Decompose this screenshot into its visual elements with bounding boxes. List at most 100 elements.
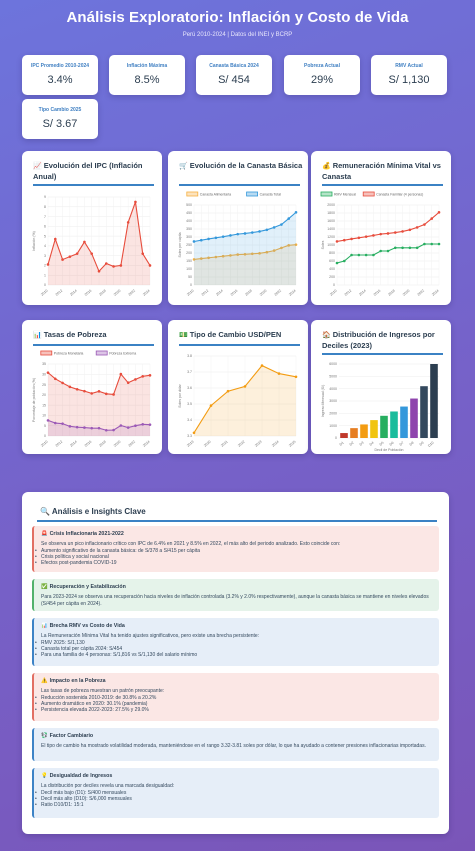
insight-title: 💱 Factor Cambiario (41, 733, 94, 739)
legend-swatch (40, 350, 53, 356)
data-point (229, 254, 232, 257)
x-tick-label: 2024 (142, 440, 151, 448)
insight-item: Aumento significativo de la canasta bási… (35, 548, 439, 555)
x-tick-label: 2012 (201, 289, 210, 297)
data-point (294, 243, 298, 246)
data-point (61, 381, 64, 385)
legend-label: Pobreza Monetaria (54, 352, 84, 356)
kpi-card-pobreza: Pobreza Actual 29% (284, 55, 360, 95)
kpi-card-inflacion: Inflación Máxima 8.5% (109, 55, 185, 95)
data-point (277, 372, 281, 375)
data-point (265, 250, 269, 254)
check-icon: ✅ (41, 584, 48, 590)
data-point (104, 428, 108, 432)
x-tick-label: 2014 (69, 440, 78, 448)
x-tick-label: 2020 (113, 440, 122, 448)
data-point (393, 246, 397, 250)
x-tick-label: 2018 (244, 289, 253, 297)
title-divider (322, 184, 443, 186)
insight-item: Ratio D10/D1: 15:1 (35, 802, 439, 809)
x-tick-label: D8 (409, 441, 415, 447)
y-tick-label: 8 (44, 205, 46, 209)
ipc-chart: 0 1 2 3 4 5 6 7 8 9 2010 2012 2014 2016 2018 2020 2022 20… (32, 195, 152, 297)
legend-label: Pobreza Extrema (109, 352, 136, 356)
insight-title: 💡 Desigualdad de Ingresos (41, 773, 113, 779)
data-point (221, 235, 225, 238)
legend-label: RMV Mensual (334, 193, 356, 197)
x-tick-label: 2010 (329, 289, 338, 297)
x-tick-label: D4 (369, 441, 375, 447)
data-point (401, 230, 404, 233)
y-axis-label: Ingreso Mensual (S/) (321, 385, 325, 418)
insight-item: RMV 2025: S/1,130 (35, 640, 439, 647)
y-axis-label: Soles por dólar (178, 383, 182, 407)
kpi-value: S/ 454 (218, 74, 250, 86)
data-point (104, 392, 108, 396)
data-point (408, 228, 412, 232)
y-tick-label: 9 (44, 195, 46, 199)
kpi-value: S/ 3.67 (42, 118, 78, 130)
data-point (415, 226, 419, 229)
y-tick-label: 200 (186, 251, 192, 255)
x-tick-label: 2024 (271, 440, 280, 448)
data-point (97, 390, 101, 393)
data-point (141, 375, 145, 378)
chart-card-rmv: 💰 Remuneración Mínima Vital vs Canasta RM… (311, 151, 451, 305)
kpi-label: Canasta Básica 2024 (209, 63, 259, 69)
y-tick-label: 500 (186, 203, 192, 207)
data-point (357, 236, 361, 240)
x-tick-label: 2018 (98, 440, 107, 448)
y-tick-label: 400 (329, 267, 335, 271)
insight-text: Se observa un pico inflacionario crítico… (41, 541, 341, 547)
data-point (214, 236, 218, 240)
y-tick-label: 5 (44, 424, 46, 428)
y-tick-label: 450 (186, 211, 192, 215)
bar (360, 424, 368, 438)
y-axis-label: Porcentaje de población (%) (32, 378, 36, 422)
y-tick-label: 25 (42, 383, 46, 387)
insight-item: Crisis política y social nacional (35, 554, 439, 561)
insight-desigualdad: 💡 Desigualdad de Ingresos La distribución… (32, 768, 439, 818)
insight-item: Decil más alto (D10): S/6,000 mensuales (35, 796, 439, 803)
x-tick-label: 2020 (203, 440, 212, 448)
y-tick-label: 10 (42, 414, 46, 418)
series-area (194, 365, 296, 436)
data-point (386, 249, 390, 253)
data-point (272, 249, 276, 252)
data-point (112, 428, 115, 432)
title-divider (179, 184, 300, 186)
y-tick-label: 150 (186, 259, 192, 263)
x-tick-label: 2022 (128, 440, 137, 448)
x-tick-label: D10 (427, 441, 435, 448)
data-point (287, 217, 291, 220)
legend-swatch (362, 191, 375, 197)
kpi-value: 29% (310, 74, 334, 86)
insights-title: 🔍 Análisis e Insights Clave (40, 507, 146, 516)
data-point (430, 217, 434, 220)
data-point (192, 431, 196, 435)
x-tick-label: 2012 (55, 289, 64, 297)
data-point (83, 240, 86, 244)
y-tick-label: 200 (329, 275, 335, 279)
legend-label: Canasta Alimentaria (200, 193, 231, 197)
x-tick-label: 2016 (84, 289, 93, 297)
x-tick-label: 2020 (402, 289, 411, 297)
y-tick-label: 350 (186, 227, 192, 231)
y-tick-label: 1600 (327, 219, 335, 223)
title-divider (179, 344, 300, 346)
x-tick-label: 2022 (128, 289, 137, 297)
x-tick-label: 2016 (84, 440, 93, 448)
canasta-chart: Canasta Alimentaria Canasta Total 0 50 100 15… (178, 191, 298, 297)
insight-cambiario: 💱 Factor Cambiario El tipo de cambio ha m… (32, 728, 439, 761)
y-tick-label: 400 (186, 219, 192, 223)
chart-title: 📊 Tasas de Pobreza (33, 330, 107, 339)
data-point (214, 255, 218, 259)
data-point (53, 237, 57, 241)
data-point (221, 254, 225, 258)
data-point (148, 374, 152, 377)
y-tick-label: 5 (44, 234, 46, 238)
data-point (68, 425, 72, 428)
y-tick-label: 1800 (327, 211, 335, 215)
x-tick-label: 2018 (98, 289, 107, 297)
bar (370, 420, 378, 438)
